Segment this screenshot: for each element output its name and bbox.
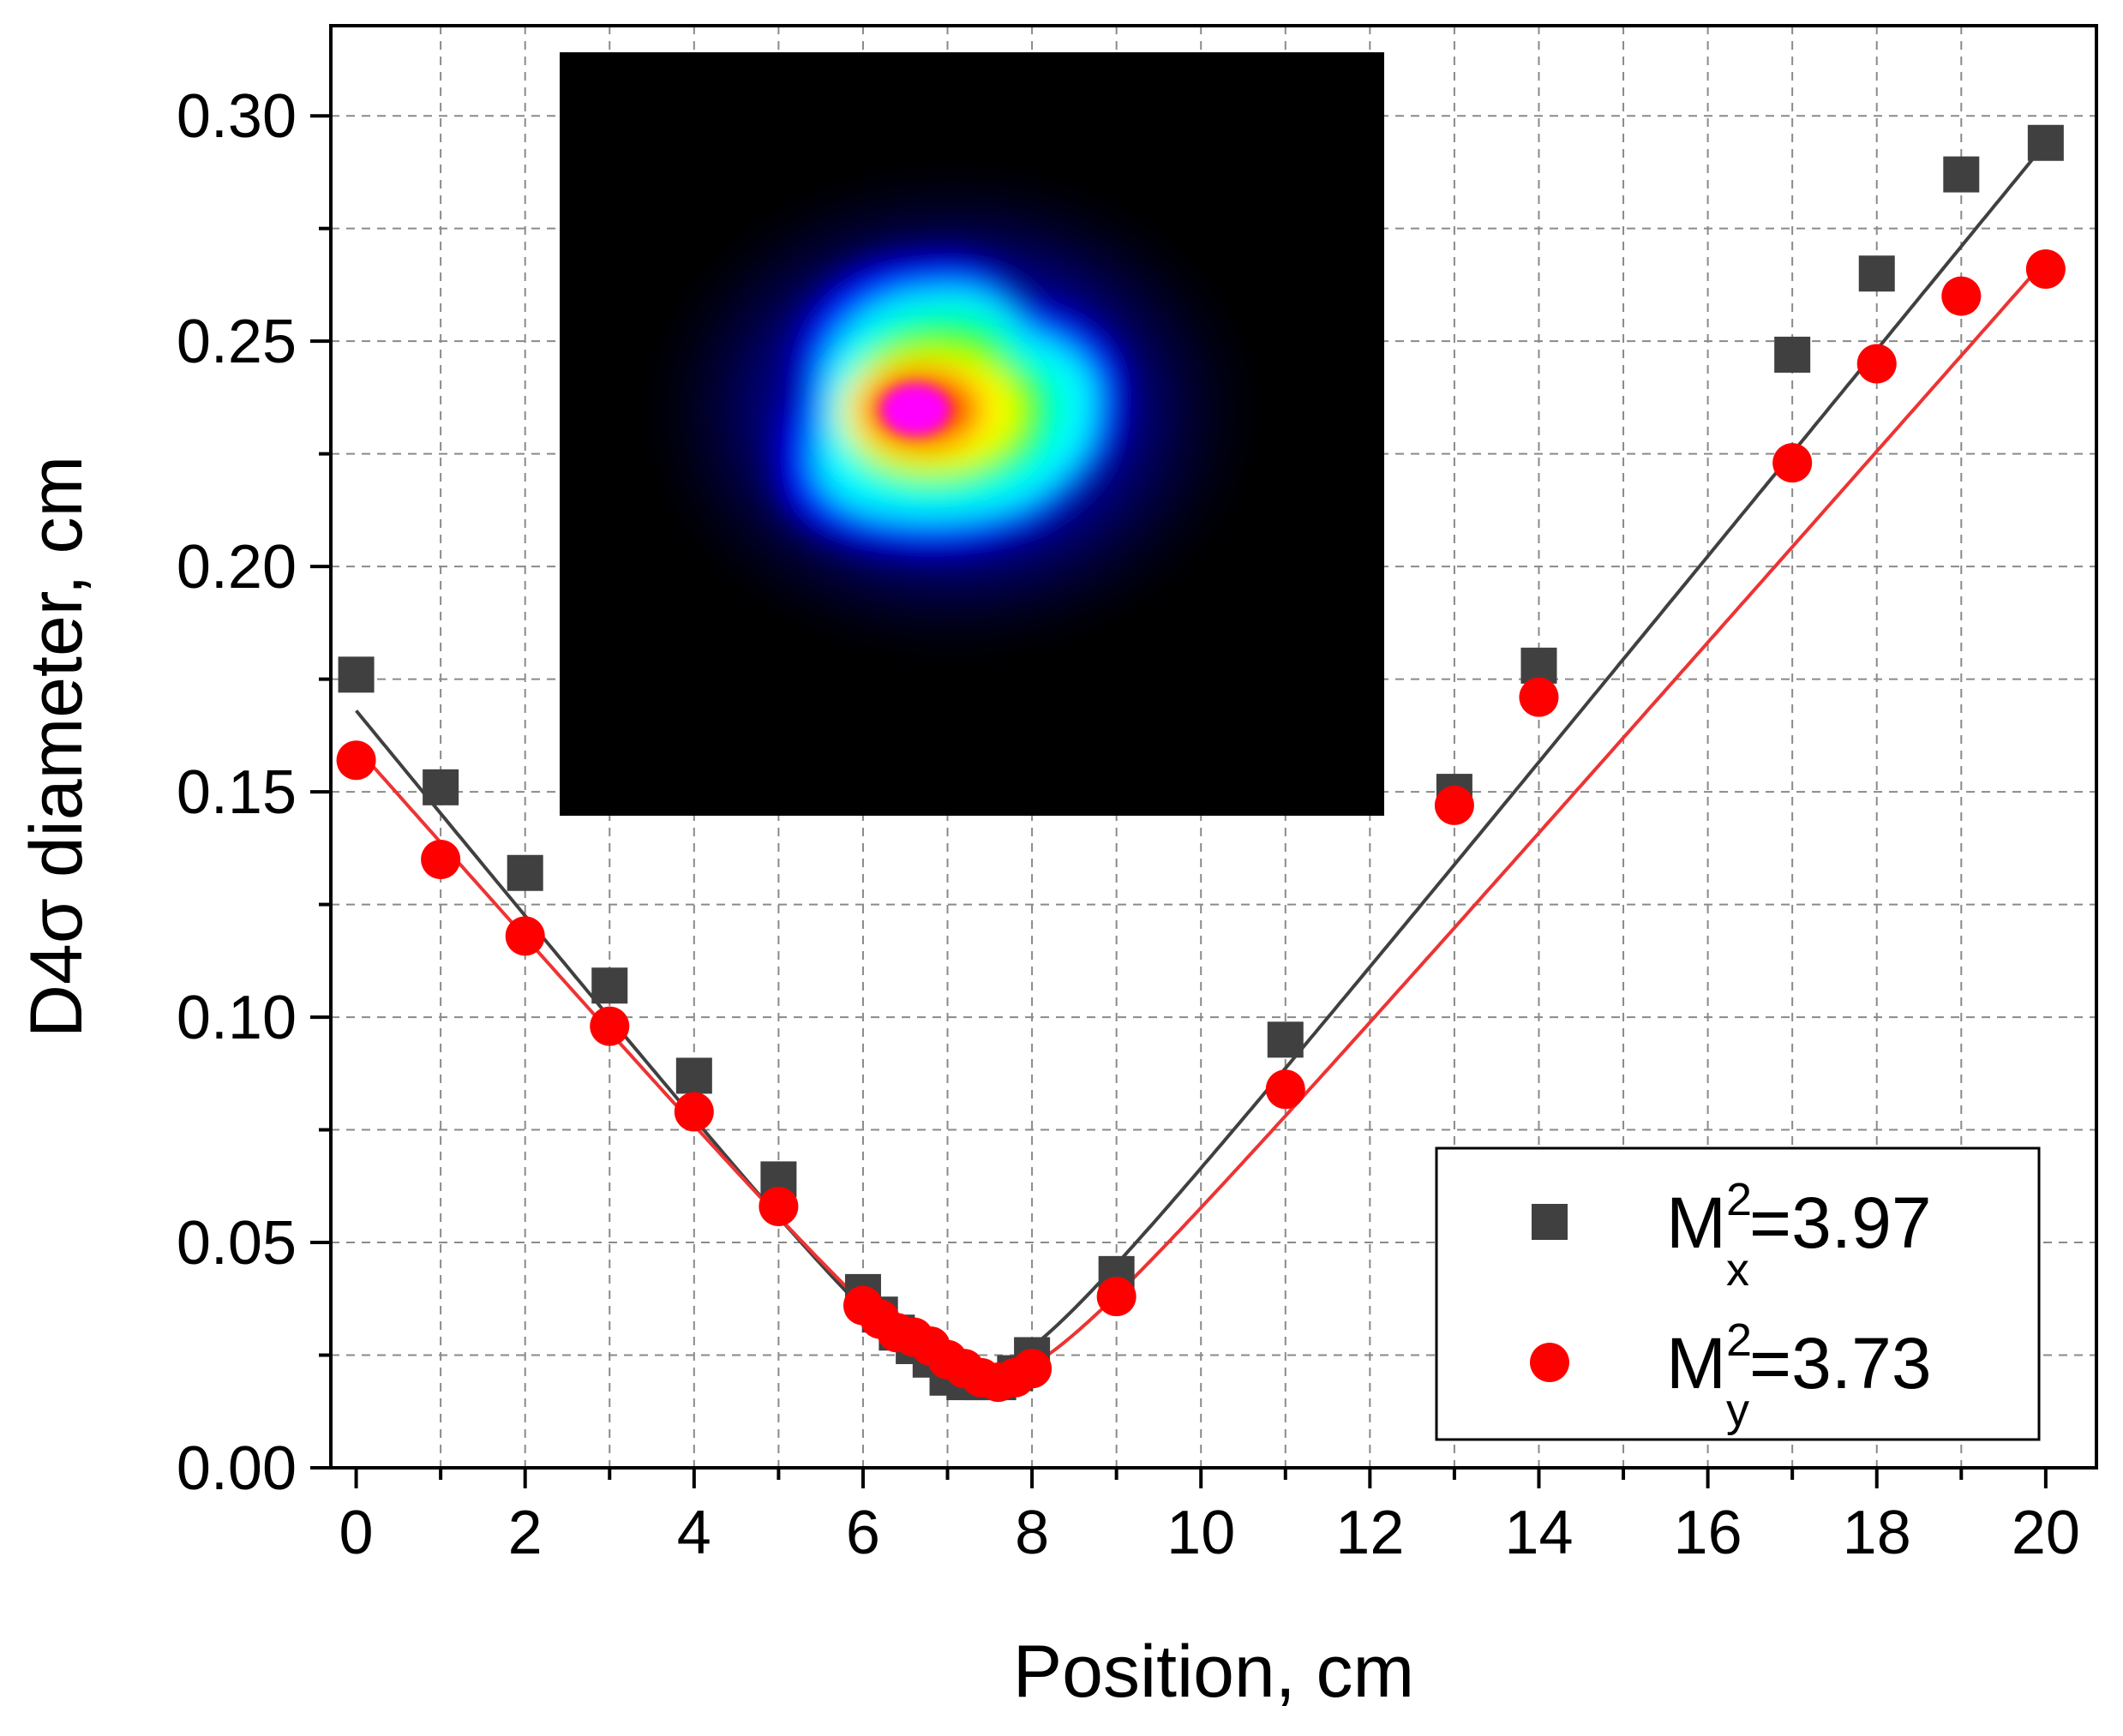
axis-labels: Position, cm D4σ diameter, cm xyxy=(15,456,1414,1713)
y-tick-label: 0.15 xyxy=(177,758,297,827)
point-my xyxy=(1265,1069,1305,1110)
y-tick-label: 0.30 xyxy=(177,82,297,151)
legend-label-sup: 2 xyxy=(1726,1314,1752,1366)
y-axis-label-post: diameter, cm xyxy=(15,456,98,898)
legend-label-sub: y xyxy=(1726,1385,1749,1436)
legend-label-sup: 2 xyxy=(1726,1174,1752,1225)
y-tick-label: 0.25 xyxy=(177,308,297,376)
point-my xyxy=(1856,344,1897,384)
x-tick-label: 14 xyxy=(1504,1499,1573,1567)
x-tick-label: 6 xyxy=(846,1499,880,1567)
point-mx xyxy=(1858,255,1895,292)
fit-curves xyxy=(355,141,2048,1382)
y-axis-label-sigma: σ xyxy=(15,898,98,943)
beam-peak xyxy=(881,384,950,435)
point-my xyxy=(505,916,545,956)
y-tick-label: 0.05 xyxy=(177,1209,297,1278)
y-tick-label: 0.10 xyxy=(177,984,297,1052)
point-my xyxy=(1519,677,1559,717)
point-my xyxy=(1096,1277,1136,1317)
point-mx xyxy=(2027,124,2064,161)
legend-label-base: M xyxy=(1666,1182,1726,1263)
x-tick-label: 18 xyxy=(1843,1499,1911,1567)
beam-blob xyxy=(643,163,1260,660)
legend-label-value: =3.73 xyxy=(1749,1323,1932,1404)
point-mx xyxy=(591,967,628,1004)
point-mx xyxy=(675,1057,712,1094)
x-axis-label: Position, cm xyxy=(1013,1631,1414,1713)
x-tick-label: 20 xyxy=(2012,1499,2080,1567)
y-axis-label-pre: D4 xyxy=(15,943,98,1038)
legend-label-base: M xyxy=(1666,1323,1726,1404)
point-my xyxy=(590,1006,630,1046)
legend-label-mx: M2 x=3.97 xyxy=(1666,1174,1932,1296)
point-my xyxy=(336,740,376,781)
x-tick-label: 0 xyxy=(339,1499,374,1567)
plot-frame xyxy=(329,24,2098,1470)
point-mx xyxy=(423,769,459,805)
fit-curve-mx xyxy=(355,141,2048,1378)
point-mx xyxy=(1774,336,1811,373)
ticks: 0 2 4 6 8 10 12 14 16 18 20 0.00 0.05 0.10 0.15 0.20 0.2… xyxy=(177,82,2080,1567)
point-my xyxy=(1434,785,1474,825)
point-my xyxy=(421,839,461,879)
inset-frame xyxy=(560,52,1384,816)
legend-label-my: M2 y=3.73 xyxy=(1666,1314,1932,1436)
legend-label-value: =3.97 xyxy=(1749,1182,1932,1263)
axes xyxy=(329,24,2098,1470)
point-my xyxy=(1941,276,1982,316)
x-tick-label: 16 xyxy=(1674,1499,1742,1567)
beam-magenta-peak xyxy=(881,384,950,435)
y-tick-label: 0.20 xyxy=(177,533,297,602)
point-my xyxy=(759,1186,799,1226)
point-my xyxy=(1012,1349,1053,1389)
legend-label-sub: x xyxy=(1726,1244,1749,1296)
point-my xyxy=(1772,443,1813,483)
data-points xyxy=(336,124,2066,1403)
point-mx xyxy=(507,854,543,891)
point-my xyxy=(674,1092,714,1132)
legend-marker-mx xyxy=(1532,1204,1568,1240)
point-mx xyxy=(1267,1021,1304,1058)
legend-box xyxy=(1435,1146,2041,1441)
fit-curve-my xyxy=(355,259,2048,1382)
x-tick-label: 12 xyxy=(1335,1499,1404,1567)
y-tick-label: 0.00 xyxy=(177,1434,297,1503)
x-tick-label: 10 xyxy=(1166,1499,1235,1567)
x-tick-label: 8 xyxy=(1015,1499,1049,1567)
beam-profile-inset xyxy=(560,52,1384,816)
x-tick-label: 4 xyxy=(677,1499,711,1567)
x-tick-label: 2 xyxy=(508,1499,543,1567)
point-mx xyxy=(1943,156,1980,193)
point-my xyxy=(2025,249,2066,290)
point-mx xyxy=(338,656,375,693)
y-axis-label: D4σ diameter, cm xyxy=(15,456,98,1038)
legend-marker-my xyxy=(1530,1343,1569,1382)
